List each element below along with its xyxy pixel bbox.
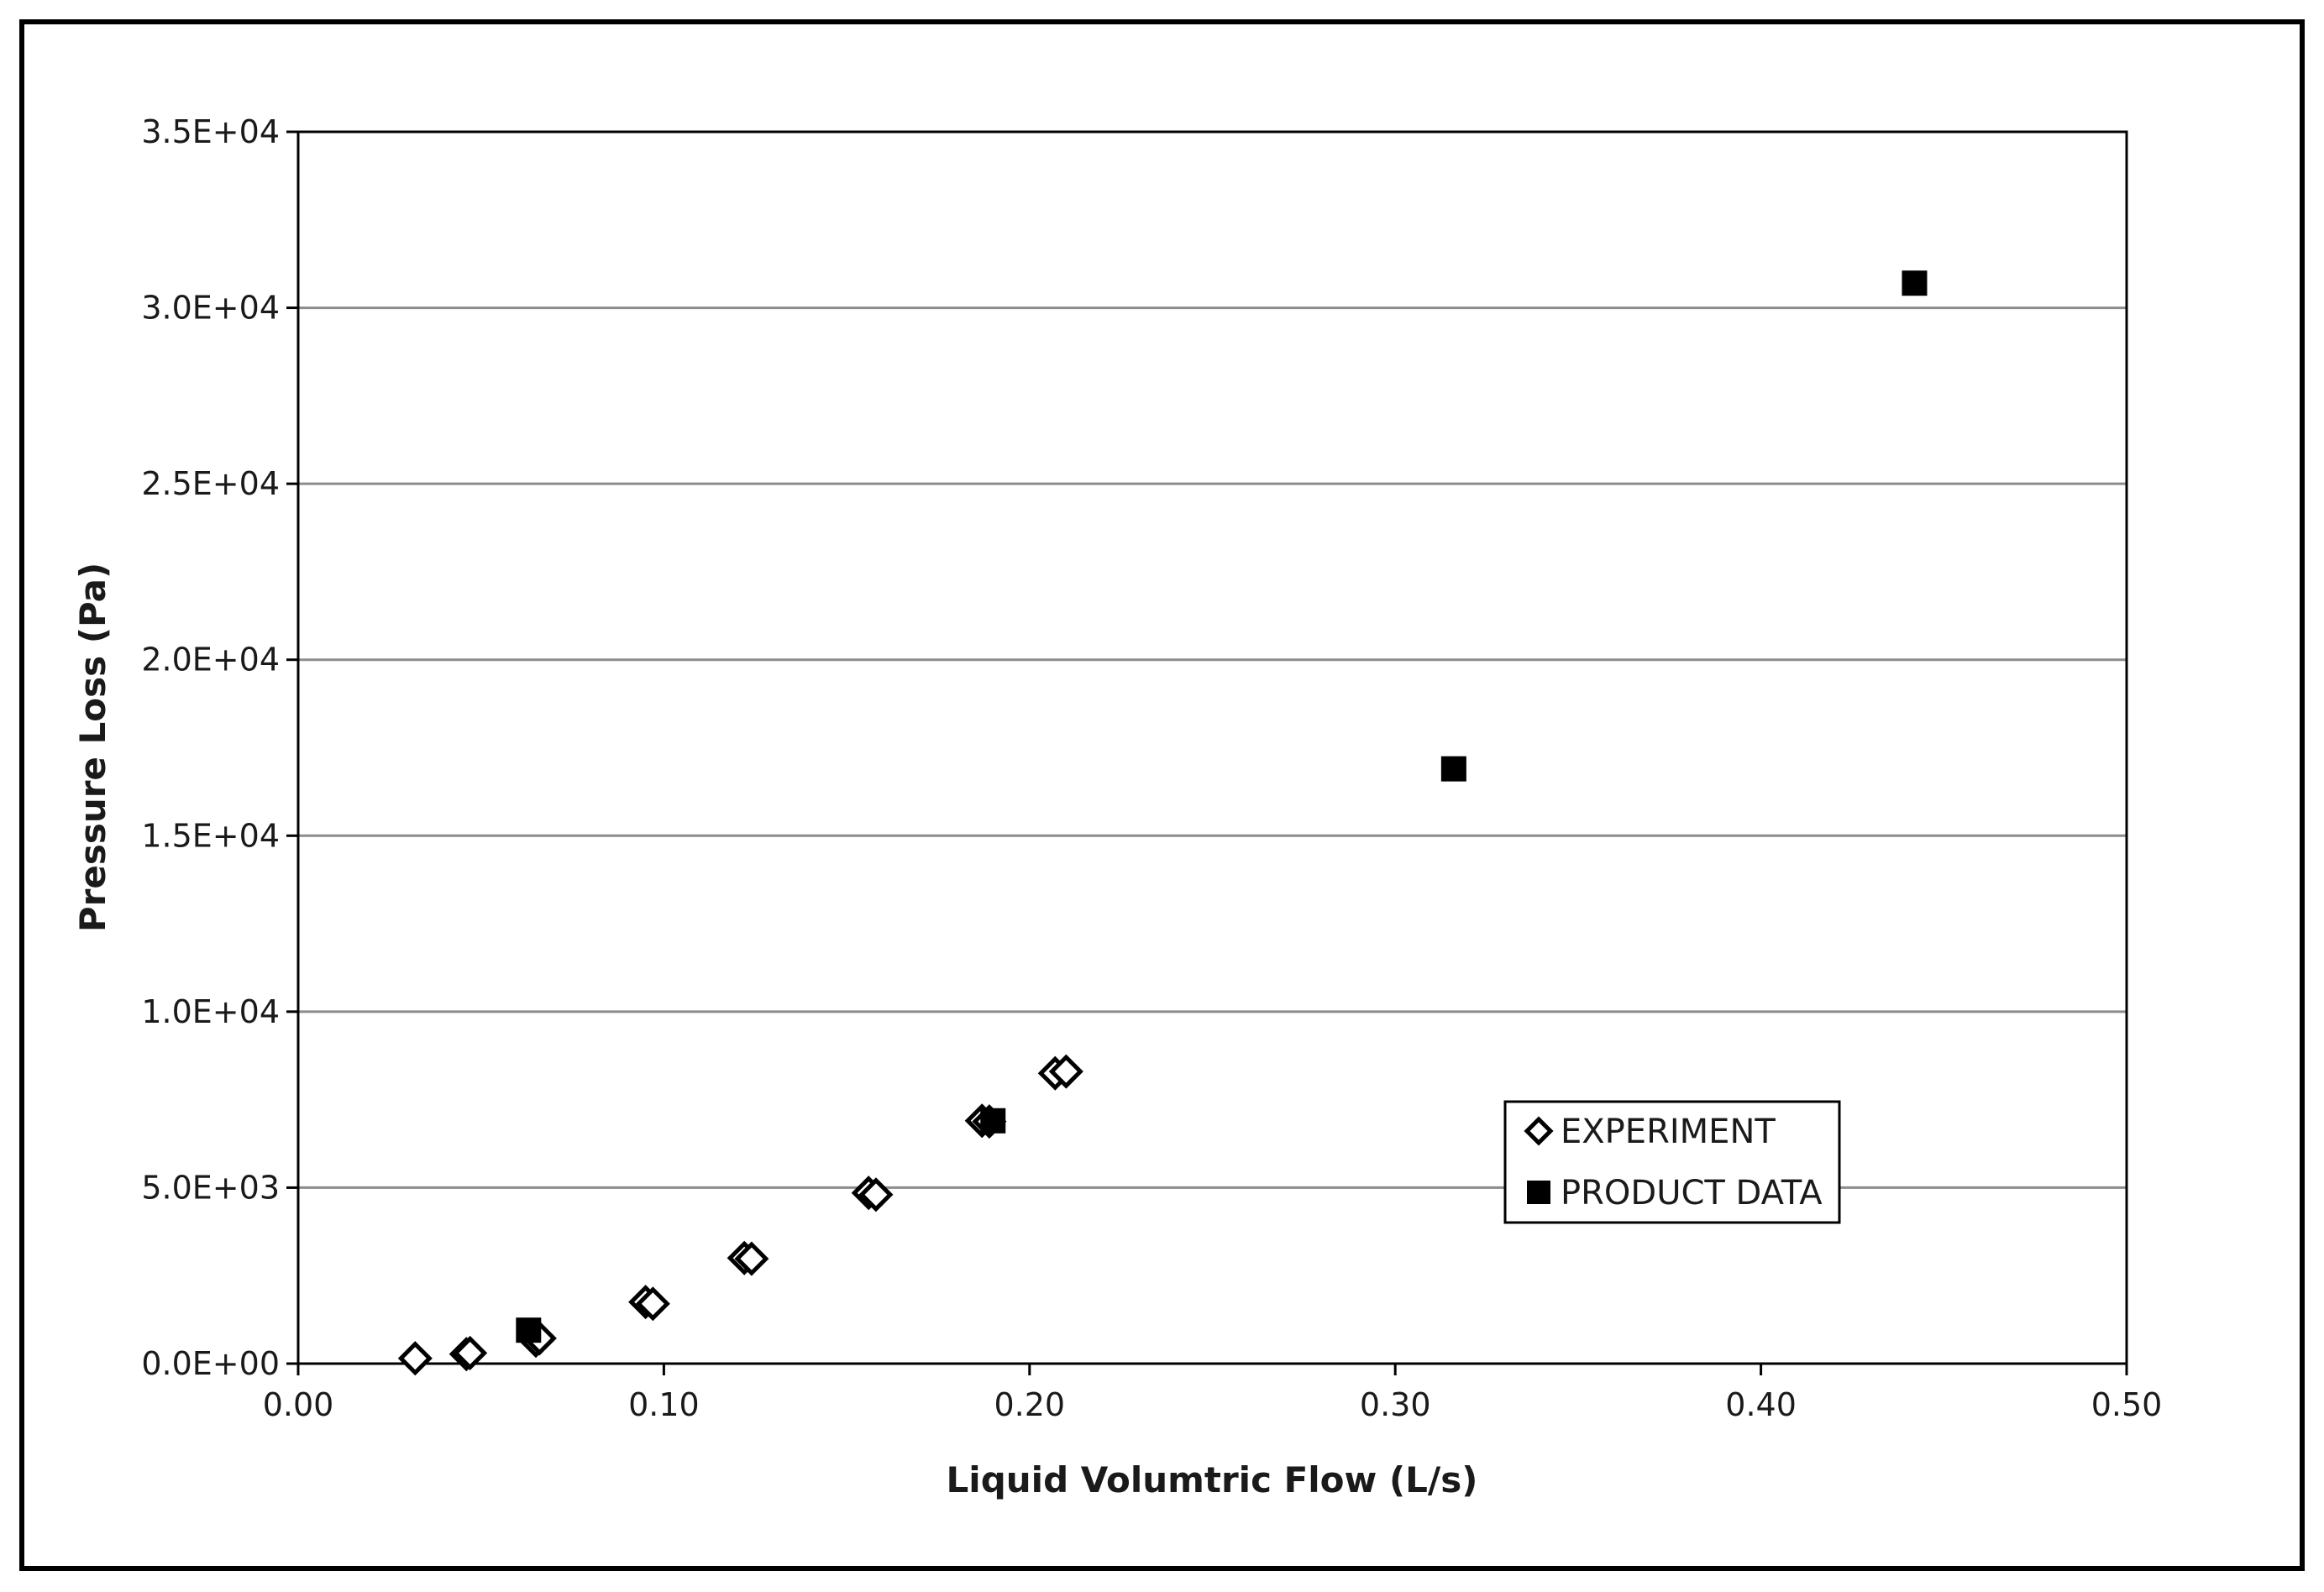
product-data-point	[980, 1108, 1006, 1134]
x-tick-label: 0.40	[1725, 1386, 1797, 1423]
y-tick-label: 0.0E+00	[141, 1345, 280, 1382]
x-tick-label: 0.00	[263, 1386, 334, 1423]
legend-marker-experiment	[1524, 1116, 1554, 1146]
x-tick-label: 0.20	[994, 1386, 1065, 1423]
data-markers	[397, 270, 1928, 1376]
y-tick-label: 3.5E+04	[141, 113, 280, 150]
product-data-point	[516, 1317, 542, 1343]
x-tick-label: 0.10	[628, 1386, 700, 1423]
y-tick-label: 1.0E+04	[141, 993, 280, 1030]
experiment-point	[635, 1286, 670, 1322]
y-tick-labels: 0.0E+00 5.0E+03 1.0E+04 1.5E+04 2.0E+04 2.5E+…	[141, 113, 298, 1382]
legend: EXPERIMENT PRODUCT DATA	[1503, 1100, 1841, 1224]
legend-items: EXPERIMENT PRODUCT DATA	[1524, 1113, 1823, 1212]
y-axis-title: Pressure Loss (Pa)	[72, 563, 113, 932]
legend-label: EXPERIMENT	[1561, 1113, 1776, 1151]
experiment-point	[858, 1177, 894, 1212]
y-tick-label: 1.5E+04	[141, 817, 280, 854]
plot-area	[296, 130, 2128, 1365]
x-axis-title: Liquid Volumtric Flow (L/s)	[947, 1459, 1478, 1500]
product-data-point	[1440, 756, 1466, 782]
experiment-point	[1048, 1054, 1083, 1089]
experiment-point	[397, 1341, 433, 1376]
y-tick-label: 2.5E+04	[141, 465, 280, 502]
experiment-point	[734, 1241, 769, 1276]
y-tick-label: 3.0E+04	[141, 290, 280, 327]
x-tick-label: 0.30	[1360, 1386, 1431, 1423]
chart-frame	[19, 19, 2305, 1571]
legend-marker-product-data	[1527, 1181, 1550, 1204]
legend-label: PRODUCT DATA	[1561, 1174, 1823, 1212]
y-tick-label: 2.0E+04	[141, 642, 280, 678]
y-tick-label: 5.0E+03	[141, 1169, 280, 1206]
legend-box	[1503, 1100, 1841, 1224]
experiment-point	[453, 1335, 488, 1370]
x-tick-label: 0.50	[2091, 1386, 2163, 1423]
product-data-point	[1902, 270, 1928, 296]
x-tick-labels: 0.00 0.10 0.20 0.30 0.40 0.50	[263, 1364, 2163, 1423]
